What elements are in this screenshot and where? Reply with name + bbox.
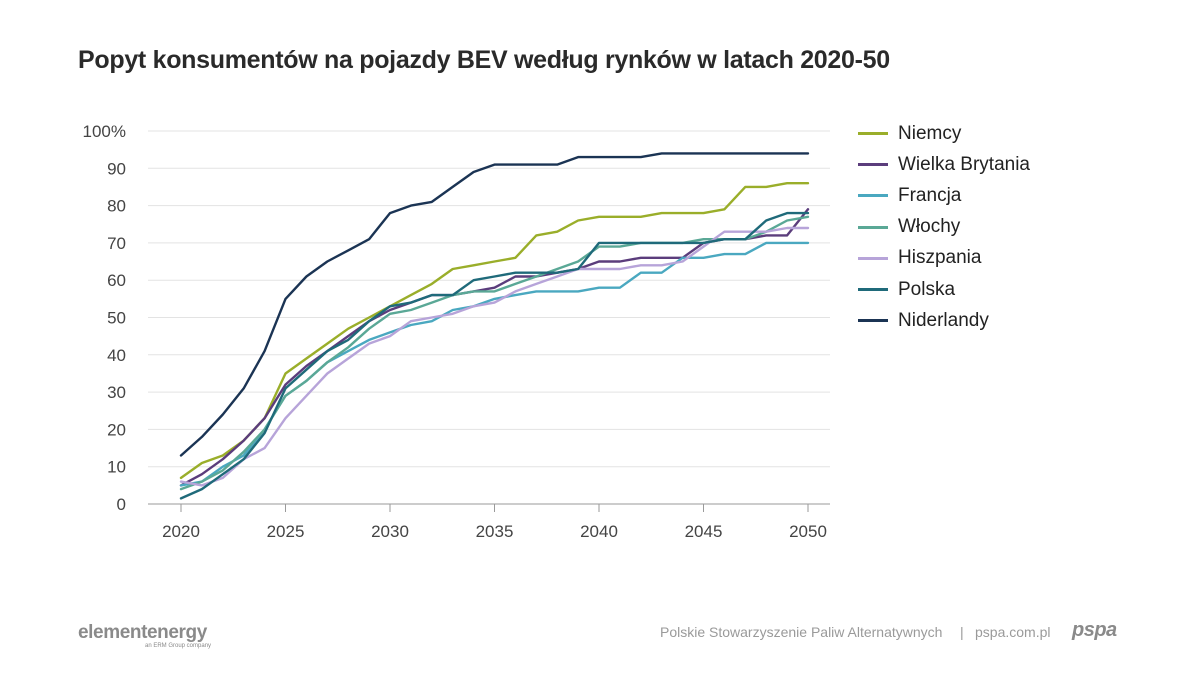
- y-tick-label: 0: [117, 495, 126, 514]
- series-line-polska: [179, 211, 810, 500]
- y-tick-label: 40: [107, 346, 126, 365]
- legend-swatch: [858, 256, 888, 260]
- legend-label: Niemcy: [898, 122, 962, 144]
- legend-swatch: [858, 319, 888, 323]
- elementenergy-logo-subtitle: an ERM Group company: [145, 643, 212, 649]
- legend-label: Niderlandy: [898, 309, 989, 331]
- x-tick-label: 2050: [789, 522, 827, 541]
- legend-item: Niemcy: [858, 118, 1030, 149]
- legend-swatch: [858, 132, 888, 136]
- series-line-hiszpania: [179, 226, 810, 487]
- legend-item: Wielka Brytania: [858, 149, 1030, 180]
- footer-separator: |: [960, 624, 964, 640]
- x-tick-label: 2045: [685, 522, 723, 541]
- series-lines: [179, 152, 810, 500]
- y-tick-label: 100%: [83, 122, 126, 141]
- series-line-niderlandy: [179, 152, 810, 457]
- legend-item: Włochy: [858, 212, 1030, 243]
- legend-item: Niderlandy: [858, 305, 1030, 336]
- legend-swatch: [858, 225, 888, 229]
- legend-label: Wielka Brytania: [898, 153, 1030, 175]
- pspa-logo: pspa: [1072, 619, 1117, 641]
- y-tick-label: 30: [107, 383, 126, 402]
- series-line-niemcy: [179, 181, 810, 480]
- x-tick-label: 2035: [476, 522, 514, 541]
- legend: Niemcy Wielka Brytania Francja Włochy Hiszpa…: [858, 118, 1030, 336]
- x-tick-label: 2030: [371, 522, 409, 541]
- legend-swatch: [858, 194, 888, 198]
- x-tick-label: 2020: [162, 522, 200, 541]
- legend-label: Francja: [898, 184, 962, 206]
- x-axis-ticks: 2020 2025 2030 2035 2040 2045 2050: [162, 504, 827, 541]
- y-tick-label: 80: [107, 197, 126, 216]
- y-tick-label: 90: [107, 159, 126, 178]
- grid-lines: [148, 130, 830, 505]
- elementenergy-logo: elementenergy: [78, 622, 207, 643]
- y-tick-label: 60: [107, 271, 126, 290]
- legend-swatch: [858, 163, 888, 167]
- y-tick-label: 70: [107, 234, 126, 253]
- chart-title: Popyt konsumentów na pojazdy BEV według …: [78, 46, 890, 74]
- legend-item: Francja: [858, 180, 1030, 211]
- legend-label: Polska: [898, 278, 956, 300]
- footer-url[interactable]: pspa.com.pl: [975, 624, 1051, 640]
- legend-label: Hiszpania: [898, 247, 982, 269]
- legend-item: Polska: [858, 274, 1030, 305]
- legend-swatch: [858, 288, 888, 292]
- y-tick-label: 20: [107, 420, 126, 439]
- y-tick-label: 50: [107, 309, 126, 328]
- series-line-francja: [179, 241, 810, 487]
- y-tick-label: 10: [107, 458, 126, 477]
- series-line-włochy: [179, 215, 810, 491]
- legend-item: Hiszpania: [858, 243, 1030, 274]
- x-tick-label: 2040: [580, 522, 618, 541]
- legend-label: Włochy: [898, 216, 961, 238]
- series-line-wielka-brytania: [179, 208, 810, 487]
- x-tick-label: 2025: [267, 522, 305, 541]
- footer-organization: Polskie Stowarzyszenie Paliw Alternatywn…: [660, 624, 943, 640]
- y-axis-ticks: 0 10 20 30 40 50 60 70 80 90 100%: [83, 122, 126, 514]
